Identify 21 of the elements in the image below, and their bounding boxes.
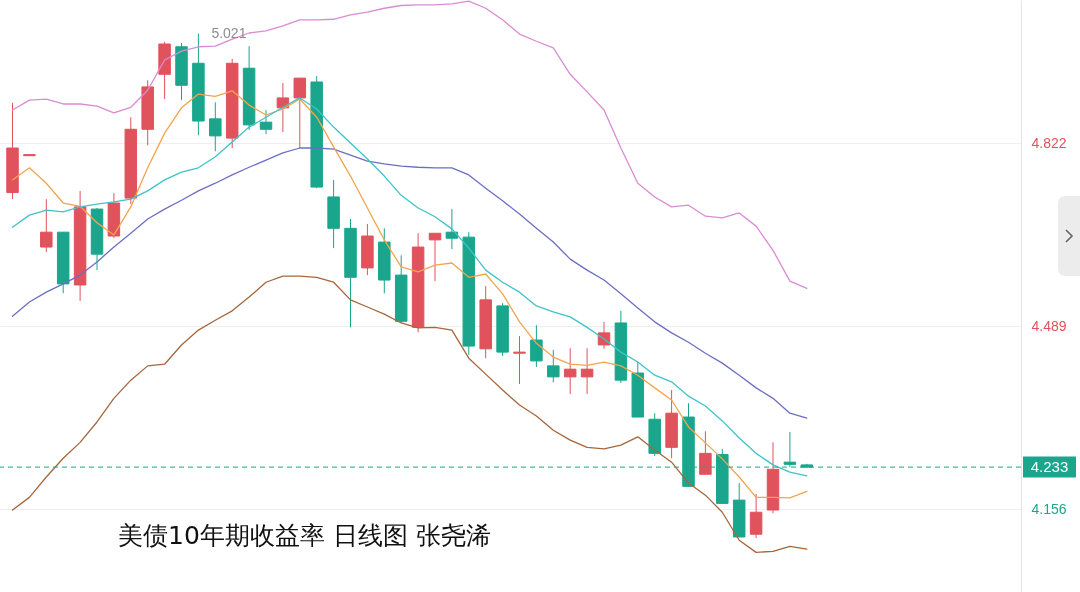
candlestick: [40, 198, 53, 253]
candlestick: [749, 493, 763, 539]
y-tick-label: 4.489: [1031, 317, 1067, 334]
candlestick: [428, 232, 442, 282]
candlestick: [259, 109, 273, 135]
line-series: [11, 275, 808, 554]
text: 美债10年期收益率 日线图 张尧浠: [118, 521, 491, 550]
candlestick: [513, 335, 526, 385]
line-series: [11, 147, 808, 419]
candlestick: [580, 347, 594, 395]
candlestick: [209, 101, 222, 152]
candlestick: [293, 77, 307, 149]
line-series: [11, 0, 808, 289]
candlestick: [563, 347, 577, 395]
candlestick: [699, 430, 712, 475]
y-tick-label: 4.822: [1031, 134, 1067, 151]
ref-line-label: 4.233: [1030, 458, 1069, 476]
y-tick-label: 4.156: [1031, 500, 1067, 517]
annotation: 5.021: [211, 24, 247, 41]
candlestick: [530, 324, 543, 368]
candlestick: [547, 349, 560, 383]
